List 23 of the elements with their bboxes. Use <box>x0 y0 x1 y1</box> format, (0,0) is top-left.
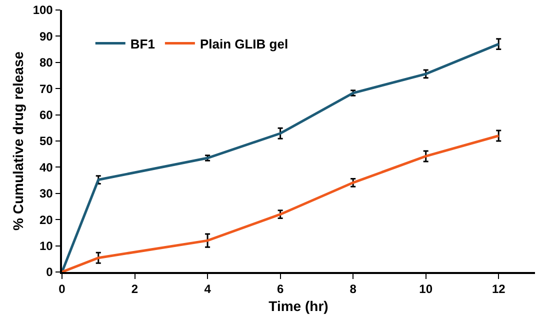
x-axis-title: Time (hr) <box>268 298 328 314</box>
y-tick-label: 30 <box>39 186 54 201</box>
legend-label: Plain GLIB gel <box>200 36 288 52</box>
y-tick-label: 70 <box>39 82 54 96</box>
line-series <box>62 134 500 272</box>
y-tick-label: 100 <box>32 3 54 18</box>
y-tick-label: 20 <box>39 212 54 227</box>
x-tick-label: 2 <box>131 282 138 296</box>
y-tick-label: 60 <box>39 108 54 122</box>
y-axis-title: % Cumulative drug release <box>10 51 26 230</box>
y-tick-label: 50 <box>39 134 54 148</box>
y-tick-label: 10 <box>39 239 54 253</box>
x-tick-label: 6 <box>276 282 284 296</box>
x-tick-label: 12 <box>492 282 506 296</box>
y-tick-label: 90 <box>39 29 54 44</box>
legend-label: BF1 <box>130 36 155 52</box>
y-tick-label: 80 <box>39 56 54 70</box>
x-tick-label: 8 <box>350 282 357 296</box>
x-tick-label: 0 <box>58 282 66 296</box>
x-tick-label: 4 <box>204 282 212 296</box>
y-tick-label: 40 <box>39 160 54 174</box>
x-tick-label: 10 <box>419 282 433 296</box>
y-tick-label: 0 <box>46 265 54 280</box>
